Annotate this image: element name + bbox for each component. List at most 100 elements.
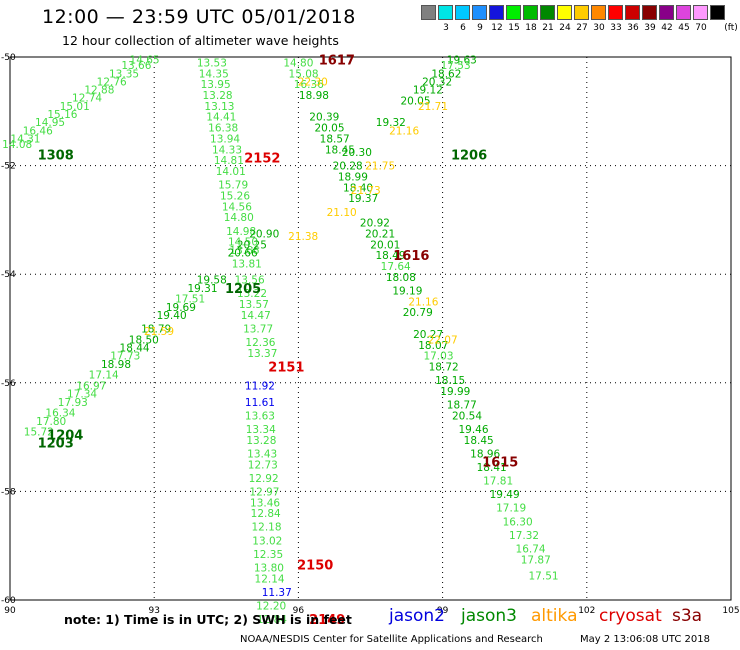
color-bin [625,5,640,20]
swh-value: 14.50 [228,237,258,249]
swh-value: 17.34 [67,389,97,401]
color-bin [591,5,606,20]
color-bin-label: 33 [610,23,622,33]
swh-value-high: 21.75 [365,161,395,173]
swh-value: 12.76 [97,76,127,88]
map-title: 12:00 — 23:59 UTC 05/01/2018 [42,6,356,28]
map-subtitle: 12 hour collection of altimeter wave hei… [62,33,339,48]
swh-value: 18.08 [386,272,416,284]
swh-value: 13.56 [235,275,265,287]
lat-tick-label: -52 [1,162,16,172]
color-bin [523,5,538,20]
swh-value: 19.37 [348,193,378,205]
legend-jason3: jason3 [461,606,517,626]
color-bin [421,5,436,20]
swh-value: 12.35 [253,549,283,561]
swh-value: 19.19 [392,285,422,297]
swh-value: 20.05 [314,123,344,135]
swh-value: 13.37 [247,348,277,360]
swh-value: 17.51 [175,294,205,306]
pass-time-marker: 1203 [38,437,74,452]
swh-value: 14.80 [283,57,313,69]
swh-value: 13.28 [246,435,276,447]
color-bin [659,5,674,20]
swh-value: 17.87 [521,554,551,566]
swh-value: 15.01 [60,101,90,113]
pass-time-marker: 1617 [319,54,355,69]
swh-value: 18.45 [464,435,494,447]
swh-value: 16.38 [208,123,238,135]
swh-value: 17.73 [110,351,140,363]
swh-value: 12.18 [251,522,281,534]
color-bin-label: 27 [576,23,588,33]
swh-value: 17.19 [496,503,526,515]
color-bin [438,5,453,20]
color-bin-label: 36 [627,23,639,33]
lon-tick-label: 96 [293,606,305,616]
swh-value: 14.95 [35,117,65,129]
lat-tick-label: -50 [1,53,16,63]
swh-value: 18.45 [325,144,355,156]
swh-value: 13.43 [247,448,277,460]
swh-value: 15.08 [289,68,319,80]
color-bin-label: 42 [661,23,673,33]
swh-value: 13.28 [203,90,233,102]
swh-value: 18.79 [141,324,171,336]
lon-tick-label: 99 [437,606,449,616]
swh-value: 16.74 [516,543,546,555]
swh-value: 18.41 [477,462,507,474]
swh-value: 13.53 [197,57,227,69]
swh-value: 13.46 [250,497,280,509]
legend-cryosat: cryosat [599,606,662,626]
legend-s3a: s3a [672,606,703,626]
swh-value: 12.88 [84,85,114,97]
swh-value: 14.47 [241,310,271,322]
map-frame [9,56,732,601]
swh-value: 14.33 [212,144,242,156]
swh-value: 17.81 [483,476,513,488]
color-bin [489,5,504,20]
swh-value-low: 11.61 [245,397,275,409]
color-bin-label: 30 [593,23,605,33]
timestamp-text: May 2 13:06:08 UTC 2018 [580,634,710,645]
swh-value: 20.66 [228,247,258,259]
color-bin-label: 6 [460,23,466,33]
color-bin [472,5,487,20]
color-bin-label: 45 [678,23,690,33]
swh-value: 13.35 [109,68,139,80]
swh-value: 13.34 [246,424,276,436]
swh-value: 12.97 [249,486,279,498]
color-bin-label: 3 [443,23,449,33]
swh-value: 20.21 [365,228,395,240]
swh-value: 15.79 [218,180,248,192]
swh-value: 12.74 [72,93,102,105]
swh-value: 17.32 [509,530,539,542]
color-bin [710,5,725,20]
lat-tick-label: -60 [1,596,16,606]
swh-value-high: 21.71 [418,101,448,113]
swh-value: 18.07 [418,340,448,352]
swh-value-high: 22.30 [298,76,328,88]
swh-value: 20.28 [333,161,363,173]
swh-value-high: 22.07 [428,334,458,346]
swh-value: 19.58 [197,275,227,287]
swh-value: 20.79 [403,307,433,319]
swh-value: 19.31 [187,283,217,295]
color-bin [557,5,572,20]
swh-value: 19.46 [458,424,488,436]
color-bin [642,5,657,20]
swh-value: 20.92 [360,218,390,230]
swh-value: 18.72 [429,362,459,374]
swh-value: 14.98 [226,226,256,238]
lat-tick-label: -54 [1,270,16,280]
swh-value: 14.80 [224,212,254,224]
swh-value: 15.26 [220,190,250,202]
swh-value: 17.03 [423,351,453,363]
swh-value: 19.63 [447,55,477,67]
swh-value: 12.73 [248,459,278,471]
lon-tick-label: 90 [4,606,16,616]
pass-time-marker: 2152 [244,151,280,166]
lon-tick-label: 93 [148,606,159,616]
swh-value: 12.14 [255,573,285,585]
color-bin [540,5,555,20]
